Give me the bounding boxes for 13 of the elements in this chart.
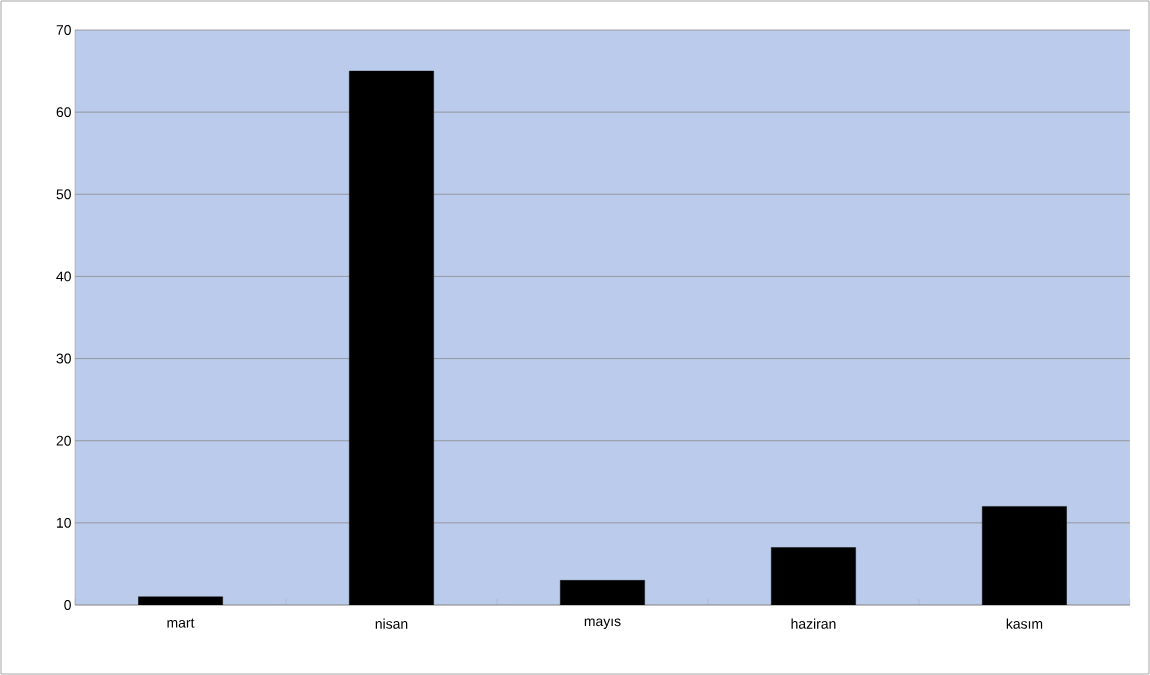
y-tick-label: 50 — [56, 189, 71, 200]
y-tick-label: 10 — [57, 517, 71, 528]
x-tick-label: kasım — [1006, 618, 1043, 629]
x-tick-label: mart — [167, 618, 195, 628]
y-tick-label: 30 — [56, 353, 71, 364]
x-tick-label: nisan — [375, 618, 408, 629]
y-tick-label: 20 — [56, 435, 71, 446]
y-tick-label: 70 — [56, 25, 71, 35]
y-tick-label: 40 — [56, 271, 71, 282]
x-tick-label: haziran — [791, 618, 836, 629]
x-tick-label: mayıs — [584, 618, 621, 629]
y-tick-label: 0 — [64, 600, 71, 610]
y-tick-label: 60 — [56, 107, 71, 118]
